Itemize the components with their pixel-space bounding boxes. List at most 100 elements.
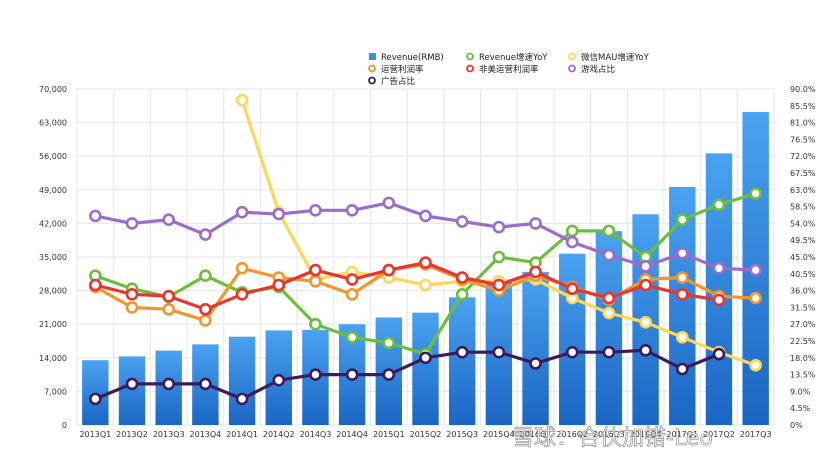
right-tick-label: 72.0% [790,152,816,161]
revenue-bar [595,231,623,425]
x-axis: 2013Q1 2013Q2 2013Q3 2013Q4 2014Q1 2014Q2 2014… [79,430,771,439]
legend-label: 广告占比 [381,76,415,87]
right-axis: 0% 4.5% 9.0% 13.5% 18.0% 22.5% 27.0% 31.5% 36.0%… [790,85,816,430]
series-point [455,215,469,228]
series-point [382,263,396,277]
series-point [675,246,689,260]
right-tick-label: 22.5% [790,337,816,346]
left-tick-label: 7,000 [44,387,67,396]
x-tick-label: 2013Q2 [116,430,148,439]
x-tick-label: 2017Q2 [703,430,735,439]
series-point [639,344,652,357]
revenue-bars [82,112,769,425]
series-point [419,351,432,365]
series-point [199,302,212,316]
x-tick-label: 2016Q4 [630,430,662,439]
legend-label: 非美运营利润率 [479,64,539,75]
series-point [272,207,286,221]
legend-marker [368,76,376,85]
series-point [89,278,102,292]
series-point [345,288,359,301]
series-point [492,278,506,292]
series-point [382,196,396,210]
series-非美运营利润率 [89,256,726,316]
revenue-bar [448,297,476,425]
series-point [712,293,726,307]
series-point [602,224,616,238]
series-point [749,187,762,200]
series-point [675,288,689,301]
x-tick-label: 2015Q4 [483,430,515,439]
left-tick-label: 14,000 [39,354,67,363]
legend-marker [568,52,576,61]
series-point [345,368,359,381]
series-point [162,302,176,316]
series-point [749,291,762,305]
series-point [419,209,432,223]
series-point [419,256,432,269]
legend-item: Revenue(RMB) [369,53,444,63]
legend-label: Revenue增速YoY [479,52,548,63]
right-tick-label: 58.5% [790,203,816,212]
revenue-bar [228,336,256,425]
right-tick-label: 4.5% [790,404,811,413]
series-广告占比 [89,344,726,406]
right-tick-label: 85.5% [790,102,816,111]
series-point [492,345,506,359]
series-point [455,271,469,284]
legend-label: 运营利润率 [381,64,424,75]
x-tick-label: 2014Q3 [300,430,332,439]
right-tick-label: 9.0% [790,387,811,396]
series-point [235,288,249,301]
revenue-bar [559,253,586,425]
legend-item: 游戏占比 [568,64,615,75]
series-point [345,204,359,217]
left-axis: 0 7,000 14,000 21,000 28,000 35,000 42,000 49,0… [39,85,67,430]
legend-item: 广告占比 [368,76,415,87]
right-tick-label: 36.0% [790,287,816,296]
line-series [89,93,762,406]
x-tick-label: 2014Q4 [336,430,368,439]
right-tick-label: 40.5% [790,270,816,279]
right-tick-label: 49.5% [790,236,816,245]
legend-swatch [369,53,376,60]
legend-item: 非美运营利润率 [466,64,539,75]
series-point [492,250,506,264]
x-tick-label: 2015Q1 [373,430,405,439]
legend-marker [568,64,576,73]
x-tick-label: 2013Q4 [190,430,222,439]
series-point [749,263,762,277]
right-tick-label: 76.5% [790,135,816,144]
series-point [492,220,506,234]
series-point [345,273,359,286]
series-point [125,377,139,391]
series-point [235,93,249,107]
x-tick-label: 2017Q3 [740,430,772,439]
x-tick-label: 2017Q1 [666,430,698,439]
series-point [565,345,579,359]
series-point [675,271,689,284]
series-point [749,358,762,372]
legend: Revenue(RMB) Revenue增速YoY 微信MAU增速YoY 运营利润率 非… [368,52,650,87]
left-tick-label: 35,000 [39,253,67,262]
series-point [272,373,286,387]
x-tick-label: 2013Q3 [153,430,185,439]
series-point [162,213,176,226]
series-point [162,377,176,391]
left-tick-label: 0 [62,421,67,430]
series-point [675,362,689,376]
legend-item: 微信MAU增速YoY [568,52,650,63]
series-point [272,278,286,292]
series-point [529,217,542,230]
revenue-bar [118,356,146,425]
right-tick-label: 45.0% [790,253,816,262]
series-point [89,209,102,223]
series-point [199,228,212,241]
legend-label: Revenue(RMB) [381,53,444,63]
series-游戏占比 [89,196,762,277]
legend-marker [466,52,474,61]
right-tick-label: 63.0% [790,186,816,195]
left-tick-label: 56,000 [39,152,67,161]
series-point [235,261,249,275]
